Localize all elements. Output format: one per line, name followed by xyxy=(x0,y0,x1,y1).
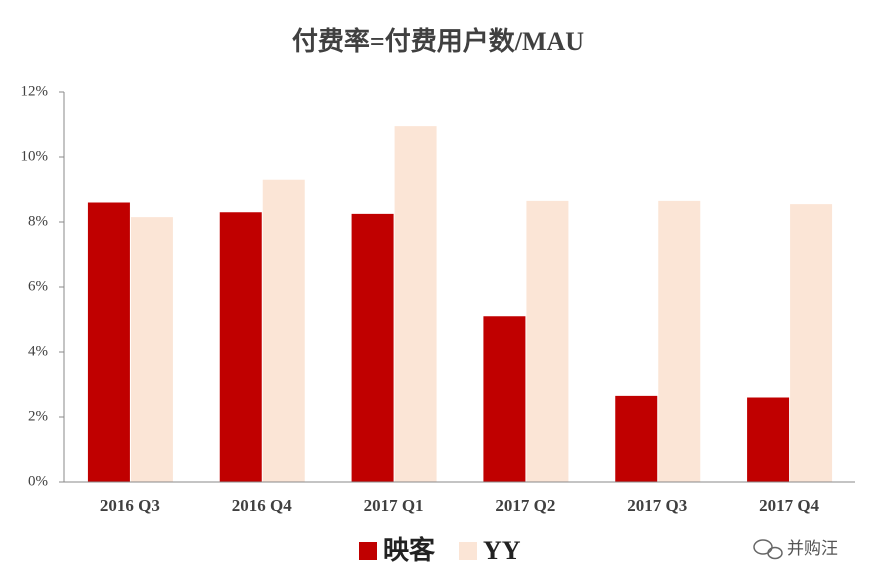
legend-label: 映客 xyxy=(383,535,436,565)
x-tick-label: 2017 Q2 xyxy=(495,496,555,515)
bar xyxy=(790,204,833,482)
x-tick-label: 2016 Q4 xyxy=(232,496,292,515)
y-tick-label: 12% xyxy=(21,83,49,99)
bar xyxy=(262,179,305,482)
x-tick-label: 2017 Q1 xyxy=(364,496,424,515)
y-tick-label: 4% xyxy=(28,343,48,359)
y-tick-label: 8% xyxy=(28,213,48,229)
watermark: 并购汪 xyxy=(787,539,838,559)
bar xyxy=(658,200,701,482)
legend-label: YY xyxy=(483,536,521,565)
bar xyxy=(526,200,569,482)
x-tick-label: 2016 Q3 xyxy=(100,496,160,515)
x-tick-label: 2017 Q3 xyxy=(627,496,687,515)
bar xyxy=(351,213,394,482)
bar xyxy=(394,126,437,482)
y-tick-label: 2% xyxy=(28,408,48,424)
y-tick-label: 10% xyxy=(21,148,49,164)
bar xyxy=(219,212,262,482)
bar xyxy=(615,395,658,482)
y-tick-label: 0% xyxy=(28,473,48,489)
bar xyxy=(747,397,790,482)
x-tick-label: 2017 Q4 xyxy=(759,496,819,515)
legend-swatch xyxy=(359,542,377,560)
watermark-icon xyxy=(753,539,783,560)
chart-title: 付费率=付费用户数/MAU xyxy=(292,26,584,56)
bar xyxy=(87,202,130,482)
y-tick-label: 6% xyxy=(28,278,48,294)
legend-swatch xyxy=(459,542,477,560)
bar xyxy=(483,316,526,482)
bar xyxy=(130,217,173,482)
